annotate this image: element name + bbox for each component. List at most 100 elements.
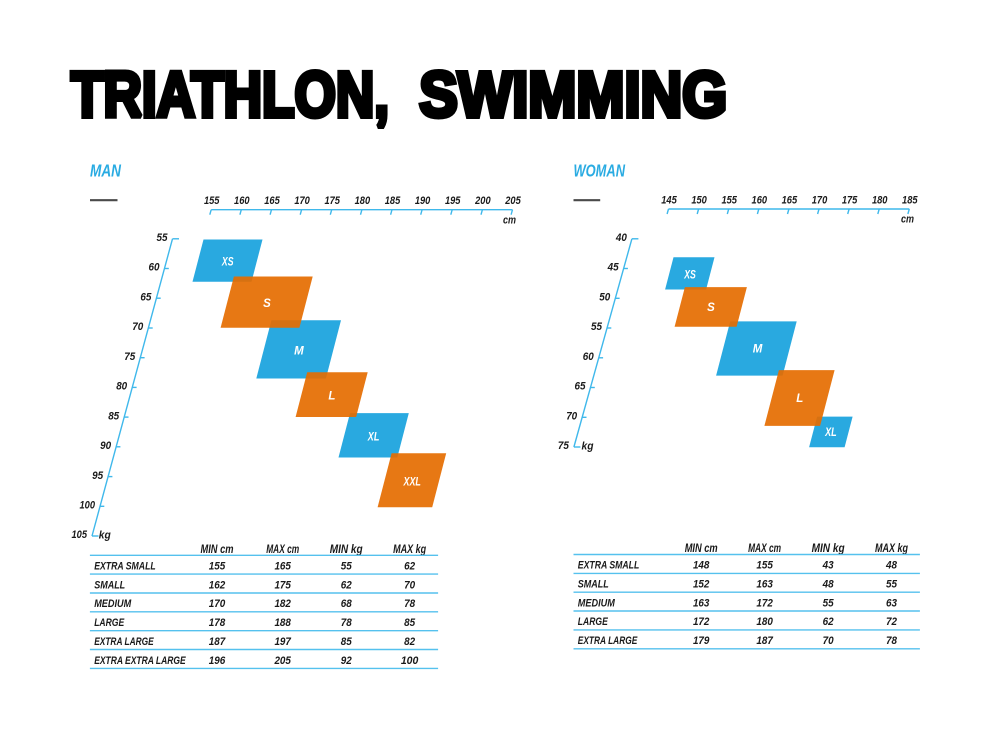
svg-text:155: 155: [756, 560, 773, 572]
svg-text:55: 55: [886, 579, 898, 591]
svg-text:172: 172: [756, 597, 773, 609]
svg-text:190: 190: [415, 195, 431, 207]
svg-text:75: 75: [558, 440, 570, 452]
svg-text:48: 48: [822, 579, 834, 591]
svg-text:XL: XL: [367, 431, 379, 443]
svg-text:SMALL: SMALL: [94, 579, 125, 591]
svg-text:72: 72: [886, 616, 898, 628]
svg-text:85: 85: [341, 636, 353, 648]
svg-text:MAX kg: MAX kg: [393, 544, 426, 556]
svg-text:TRIATHLON,: TRIATHLON,: [71, 59, 389, 131]
svg-text:170: 170: [812, 194, 828, 206]
svg-text:92: 92: [341, 655, 353, 667]
svg-text:MAX cm: MAX cm: [748, 543, 781, 555]
svg-text:205: 205: [274, 655, 292, 667]
svg-text:65: 65: [140, 291, 152, 303]
svg-text:EXTRA LARGE: EXTRA LARGE: [578, 635, 638, 647]
svg-text:105: 105: [72, 529, 88, 541]
svg-text:MAN: MAN: [90, 161, 121, 181]
svg-text:152: 152: [693, 579, 710, 591]
svg-text:MAX cm: MAX cm: [266, 544, 299, 556]
svg-text:197: 197: [274, 636, 291, 648]
svg-text:45: 45: [607, 262, 620, 274]
svg-text:160: 160: [234, 195, 250, 207]
svg-text:MEDIUM: MEDIUM: [94, 598, 131, 610]
svg-text:175: 175: [842, 194, 858, 206]
svg-text:148: 148: [693, 560, 710, 572]
svg-text:EXTRA LARGE: EXTRA LARGE: [94, 636, 154, 648]
svg-text:82: 82: [404, 636, 416, 648]
svg-text:100: 100: [80, 500, 96, 512]
svg-text:L: L: [328, 391, 335, 403]
svg-text:182: 182: [274, 598, 291, 610]
svg-text:178: 178: [209, 617, 226, 629]
svg-text:165: 165: [274, 561, 291, 573]
svg-text:70: 70: [404, 579, 416, 591]
svg-text:43: 43: [822, 560, 834, 572]
svg-text:65: 65: [575, 381, 587, 393]
svg-text:63: 63: [886, 597, 898, 609]
svg-text:XL: XL: [824, 427, 836, 439]
svg-text:MIN cm: MIN cm: [685, 543, 718, 555]
svg-text:165: 165: [782, 194, 798, 206]
svg-text:MEDIUM: MEDIUM: [578, 597, 615, 609]
svg-text:MAX kg: MAX kg: [875, 543, 908, 555]
svg-text:160: 160: [752, 194, 768, 206]
svg-text:48: 48: [885, 560, 897, 572]
svg-text:EXTRA EXTRA LARGE: EXTRA EXTRA LARGE: [94, 655, 186, 667]
svg-text:175: 175: [324, 195, 340, 207]
svg-text:cm: cm: [503, 214, 516, 226]
svg-text:205: 205: [504, 195, 521, 207]
svg-text:55: 55: [157, 232, 169, 244]
svg-text:EXTRA SMALL: EXTRA SMALL: [578, 560, 640, 572]
svg-text:165: 165: [264, 195, 280, 207]
svg-text:170: 170: [294, 195, 310, 207]
svg-text:55: 55: [341, 561, 353, 573]
svg-text:75: 75: [124, 351, 136, 363]
svg-text:XS: XS: [683, 269, 696, 281]
svg-text:145: 145: [661, 194, 677, 206]
svg-text:XXL: XXL: [403, 476, 421, 488]
svg-text:155: 155: [204, 195, 220, 207]
svg-text:60: 60: [149, 262, 161, 274]
svg-text:LARGE: LARGE: [578, 616, 608, 628]
svg-text:180: 180: [355, 195, 371, 207]
svg-text:187: 187: [756, 635, 773, 647]
svg-text:cm: cm: [901, 214, 914, 226]
svg-text:WOMAN: WOMAN: [574, 161, 626, 181]
svg-text:55: 55: [823, 597, 835, 609]
svg-text:185: 185: [385, 195, 401, 207]
svg-text:62: 62: [823, 616, 835, 628]
svg-text:163: 163: [693, 597, 710, 609]
svg-text:90: 90: [100, 440, 112, 452]
svg-text:172: 172: [693, 616, 710, 628]
svg-text:195: 195: [445, 195, 461, 207]
svg-text:kg: kg: [582, 440, 594, 452]
svg-text:60: 60: [583, 351, 595, 363]
svg-text:175: 175: [274, 579, 291, 591]
svg-text:180: 180: [756, 616, 773, 628]
svg-text:179: 179: [693, 635, 710, 647]
svg-text:70: 70: [823, 635, 835, 647]
svg-text:80: 80: [116, 381, 128, 393]
svg-text:XS: XS: [221, 257, 234, 269]
svg-text:LARGE: LARGE: [94, 617, 124, 629]
svg-text:85: 85: [108, 410, 120, 422]
svg-text:S: S: [263, 298, 271, 310]
svg-text:70: 70: [132, 321, 144, 333]
svg-text:40: 40: [615, 232, 628, 244]
svg-text:MIN kg: MIN kg: [330, 544, 363, 556]
svg-text:163: 163: [756, 579, 773, 591]
svg-text:EXTRA SMALL: EXTRA SMALL: [94, 561, 156, 573]
svg-text:150: 150: [691, 194, 707, 206]
svg-text:200: 200: [474, 195, 491, 207]
svg-text:55: 55: [591, 321, 603, 333]
svg-text:155: 155: [209, 561, 226, 573]
svg-text:62: 62: [341, 579, 353, 591]
svg-text:95: 95: [92, 470, 104, 482]
svg-text:162: 162: [209, 579, 226, 591]
svg-text:68: 68: [341, 598, 353, 610]
svg-text:100: 100: [401, 655, 419, 667]
svg-text:kg: kg: [99, 529, 111, 541]
svg-text:L: L: [796, 393, 803, 405]
